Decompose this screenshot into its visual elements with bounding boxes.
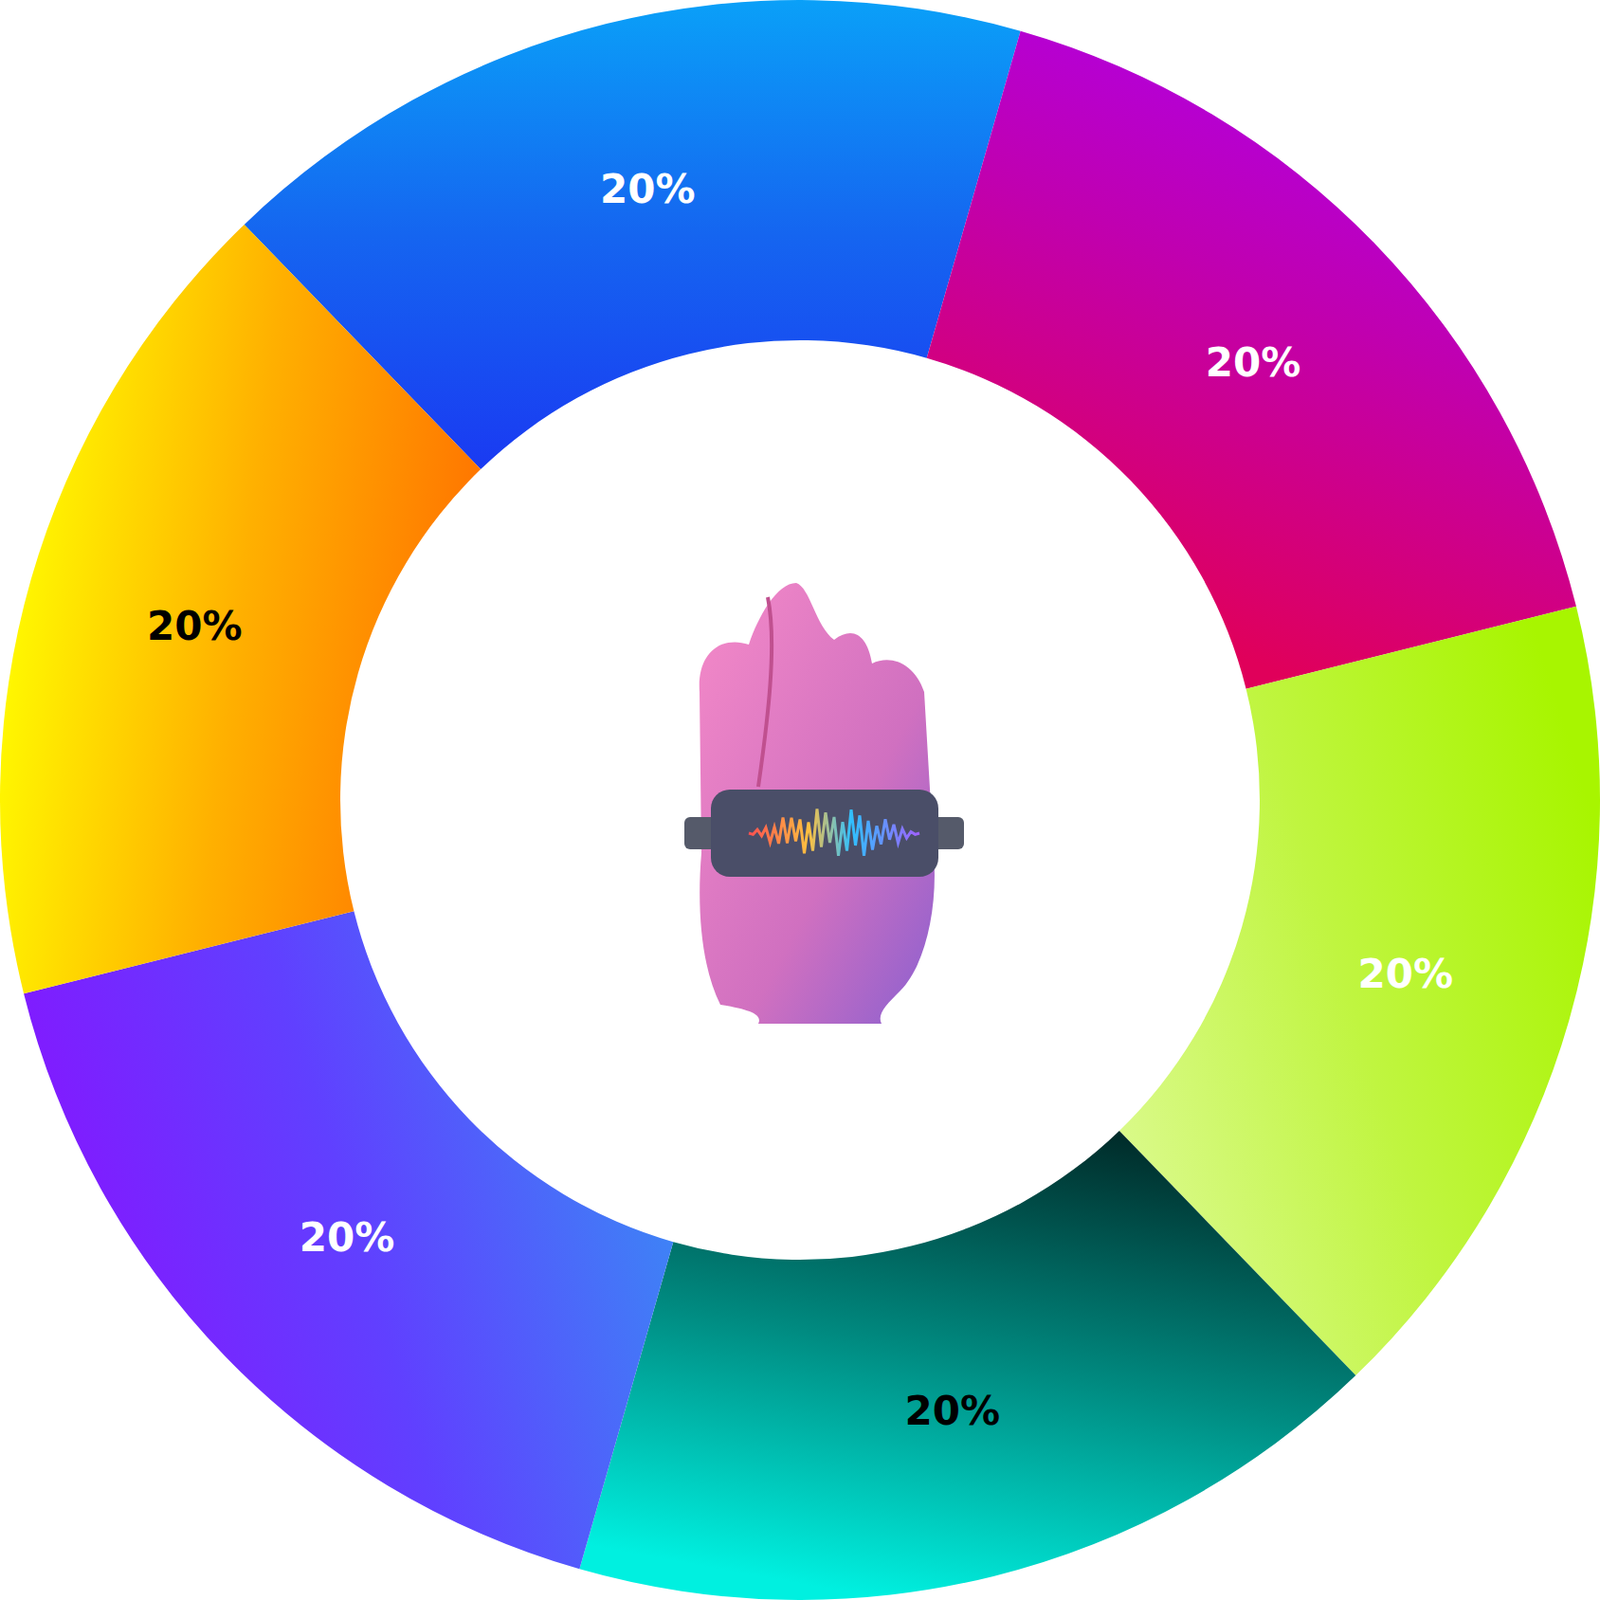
chart: 20% 20% 20% 20% 20% 20% — [0, 0, 1600, 1600]
visor-wave — [748, 808, 920, 856]
data-label: 20% — [600, 165, 696, 213]
center-icon — [684, 582, 964, 1024]
data-label: 20% — [299, 1214, 396, 1261]
data-labels: 20% 20% 20% 20% 20% 20% — [146, 165, 1454, 1436]
data-label: 20% — [1205, 339, 1302, 386]
slice — [23, 910, 673, 1569]
visor — [710, 789, 939, 877]
data-label: 20% — [904, 1387, 1000, 1435]
slice — [579, 1130, 1356, 1600]
data-label: 20% — [146, 602, 243, 650]
slices — [0, 0, 1600, 1600]
data-label: 20% — [1357, 950, 1454, 998]
head-fold — [758, 597, 772, 787]
slice — [927, 31, 1577, 690]
slice — [0, 224, 481, 994]
